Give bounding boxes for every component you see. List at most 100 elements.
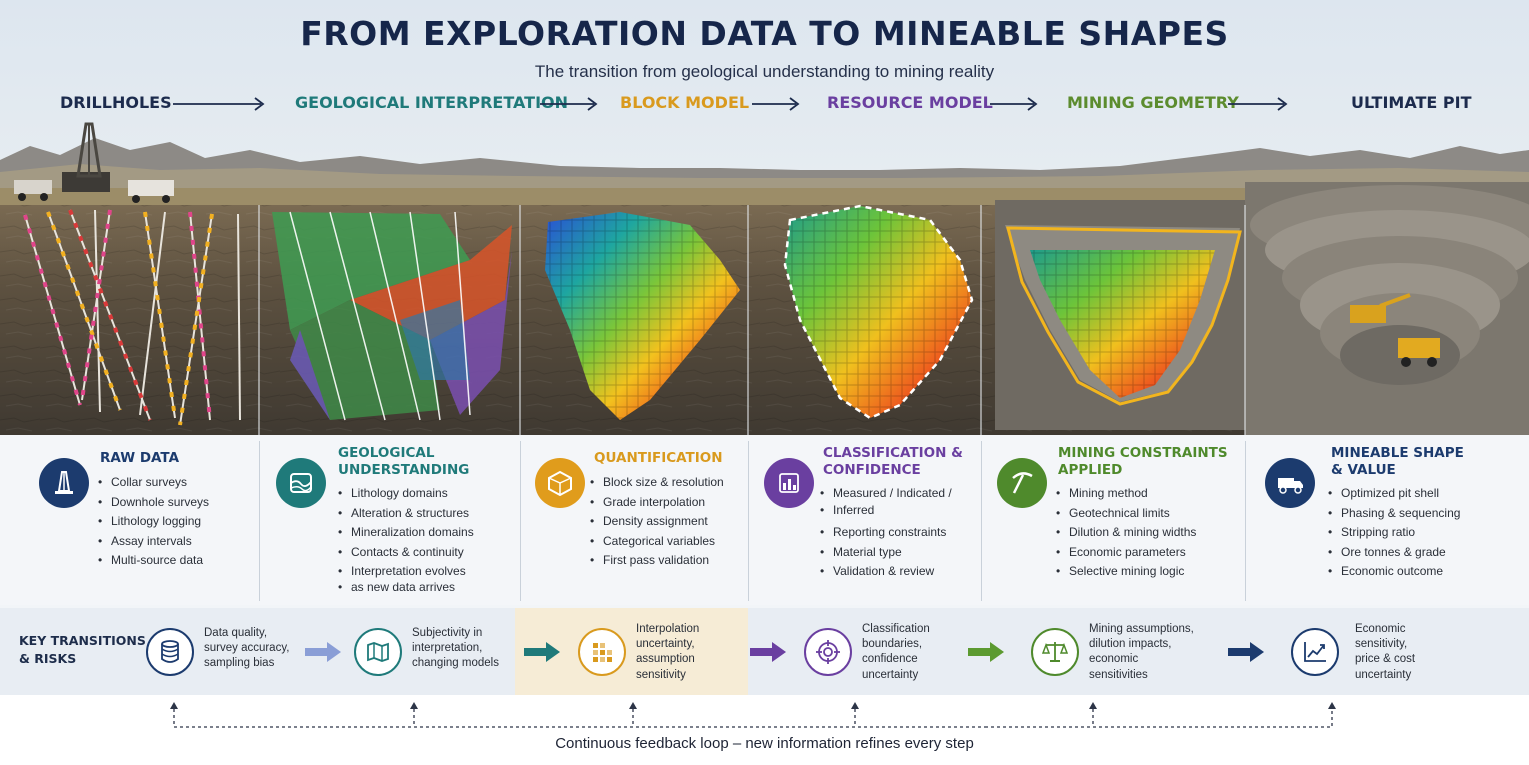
stage-geological-interpretation: GEOLOGICAL INTERPRETATION bbox=[295, 93, 568, 112]
list-item: Interpretation evolves bbox=[338, 562, 474, 582]
grid-blocks-icon bbox=[578, 628, 626, 676]
risk-text: Interpolation uncertainty, assumption se… bbox=[636, 622, 699, 683]
list-item-continued: as new data arrives bbox=[338, 578, 474, 598]
ultimate-pit bbox=[1245, 182, 1529, 435]
list-item: Dilution & mining widths bbox=[1056, 523, 1196, 543]
list-item: Reporting constraints bbox=[820, 523, 952, 543]
panel-divider bbox=[1245, 441, 1246, 601]
cube-blocks-icon bbox=[535, 458, 585, 508]
list-item: Optimized pit shell bbox=[1328, 484, 1460, 504]
risk-text-line: Interpolation bbox=[636, 623, 700, 635]
database-icon bbox=[146, 628, 194, 676]
panel-divider bbox=[259, 441, 260, 601]
stage-resource-model: RESOURCE MODEL bbox=[827, 93, 993, 112]
panel-mining-constraints: MINING CONSTRAINTS APPLIED Mining method… bbox=[981, 435, 1245, 605]
list-item: Material type bbox=[820, 543, 952, 563]
list-item: Downhole surveys bbox=[98, 493, 209, 513]
resource-model bbox=[783, 204, 974, 420]
risk-arrow-icon bbox=[1228, 642, 1264, 662]
panel-title-line: MINEABLE SHAPE bbox=[1331, 445, 1464, 461]
list-item: Contacts & continuity bbox=[338, 543, 474, 563]
panel-list: Mining method Geotechnical limits Diluti… bbox=[1056, 484, 1196, 582]
risks-label-line: & RISKS bbox=[19, 651, 77, 666]
risk-text-line: confidence bbox=[862, 653, 918, 666]
list-item: Block size & resolution bbox=[590, 473, 724, 493]
list-item: Mineralization domains bbox=[338, 523, 474, 543]
list-item: Phasing & sequencing bbox=[1328, 504, 1460, 524]
list-item: Density assignment bbox=[590, 512, 724, 532]
panel-divider bbox=[520, 441, 521, 601]
flow-arrow-icon bbox=[752, 97, 800, 111]
risk-text-line: sensitivities bbox=[1089, 668, 1148, 681]
risk-text-line: uncertainty bbox=[1355, 668, 1412, 681]
panel-divider bbox=[981, 441, 982, 601]
stage-ultimate-pit: ULTIMATE PIT bbox=[1351, 93, 1471, 112]
list-item: Grade interpolation bbox=[590, 493, 724, 513]
list-item: First pass validation bbox=[590, 551, 724, 571]
list-item: Alteration & structures bbox=[338, 504, 474, 524]
geology-layers-icon bbox=[276, 458, 326, 508]
panel-title-line: CONFIDENCE bbox=[823, 462, 921, 478]
feedback-loop-lines bbox=[170, 702, 1336, 728]
list-item: Selective mining logic bbox=[1056, 562, 1196, 582]
pickaxe-icon bbox=[997, 458, 1047, 508]
panel-title-line: QUANTIFICATION bbox=[594, 450, 723, 466]
list-item: Assay intervals bbox=[98, 532, 209, 552]
drill-rig bbox=[14, 122, 174, 203]
risk-text-line: Data quality, bbox=[204, 627, 268, 639]
panel-title-line: RAW DATA bbox=[100, 450, 180, 466]
risk-text-line: Subjectivity in bbox=[412, 627, 483, 639]
flow-arrow-icon bbox=[173, 97, 265, 111]
hero-illustration bbox=[0, 0, 1529, 435]
risk-text-line: sampling bias bbox=[204, 657, 275, 670]
list-item: Lithology logging bbox=[98, 512, 209, 532]
list-item: Categorical variables bbox=[590, 532, 724, 552]
risk-arrow-icon bbox=[305, 642, 341, 662]
feedback-loop-text: Continuous feedback loop – new informati… bbox=[555, 735, 974, 752]
risk-text-line: uncertainty bbox=[862, 668, 919, 681]
risk-text-line: economic bbox=[1089, 653, 1139, 666]
risk-text-line: changing models bbox=[412, 657, 499, 670]
risk-text-line: dilution impacts, bbox=[1089, 638, 1172, 651]
list-item: Validation & review bbox=[820, 562, 952, 582]
risk-arrow-icon bbox=[968, 642, 1004, 662]
detail-panels: RAW DATA Collar surveys Downhole surveys… bbox=[0, 435, 1529, 605]
stage-label: GEOLOGICAL INTERPRETATION bbox=[295, 93, 569, 112]
risk-text-line: survey accuracy, bbox=[204, 642, 290, 655]
risk-text-line: Classification bbox=[862, 623, 930, 635]
stage-label: RESOURCE MODEL bbox=[827, 93, 993, 112]
target-icon bbox=[804, 628, 852, 676]
list-item: Economic outcome bbox=[1328, 562, 1460, 582]
risk-arrow-icon bbox=[524, 642, 560, 662]
panel-title: RAW DATA bbox=[100, 450, 179, 467]
block-model bbox=[545, 212, 740, 420]
risk-text-line: Economic bbox=[1355, 623, 1406, 635]
panel-title: MINEABLE SHAPE & VALUE bbox=[1331, 445, 1464, 479]
panel-title: MINING CONSTRAINTS APPLIED bbox=[1058, 445, 1228, 479]
panel-list: Optimized pit shell Phasing & sequencing… bbox=[1328, 484, 1460, 582]
panel-title-line: MINING CONSTRAINTS bbox=[1058, 445, 1228, 461]
panel-title-line: CLASSIFICATION & bbox=[823, 445, 963, 461]
geology-domains bbox=[272, 212, 512, 420]
list-item: Ore tonnes & grade bbox=[1328, 543, 1460, 563]
panel-title-line: UNDERSTANDING bbox=[338, 462, 470, 478]
drill-rig-icon bbox=[39, 458, 89, 508]
stage-label: BLOCK MODEL bbox=[620, 93, 750, 112]
list-item: Multi-source data bbox=[98, 551, 209, 571]
flow-arrow-icon bbox=[540, 97, 598, 111]
panel-title-line: GEOLOGICAL bbox=[338, 445, 435, 461]
risk-text-line: uncertainty, bbox=[636, 638, 695, 651]
list-item: Geotechnical limits bbox=[1056, 504, 1196, 524]
panel-classification: CLASSIFICATION & CONFIDENCE Measured / I… bbox=[748, 435, 981, 605]
panel-title: CLASSIFICATION & CONFIDENCE bbox=[823, 445, 963, 479]
list-item: Stripping ratio bbox=[1328, 523, 1460, 543]
risk-text: Mining assumptions, dilution impacts, ec… bbox=[1089, 622, 1194, 683]
risk-text-line: boundaries, bbox=[862, 638, 923, 651]
flow-arrow-icon bbox=[1228, 97, 1288, 111]
risk-text-line: interpretation, bbox=[412, 642, 483, 655]
panel-geological-understanding: GEOLOGICAL UNDERSTANDING Lithology domai… bbox=[259, 435, 520, 605]
risk-text: Data quality, survey accuracy, sampling … bbox=[204, 626, 289, 672]
haul-truck-icon bbox=[1265, 458, 1315, 508]
page-title: FROM EXPLORATION DATA TO MINEABLE SHAPES bbox=[300, 14, 1229, 53]
risks-label: KEY TRANSITIONS & RISKS bbox=[19, 632, 146, 668]
